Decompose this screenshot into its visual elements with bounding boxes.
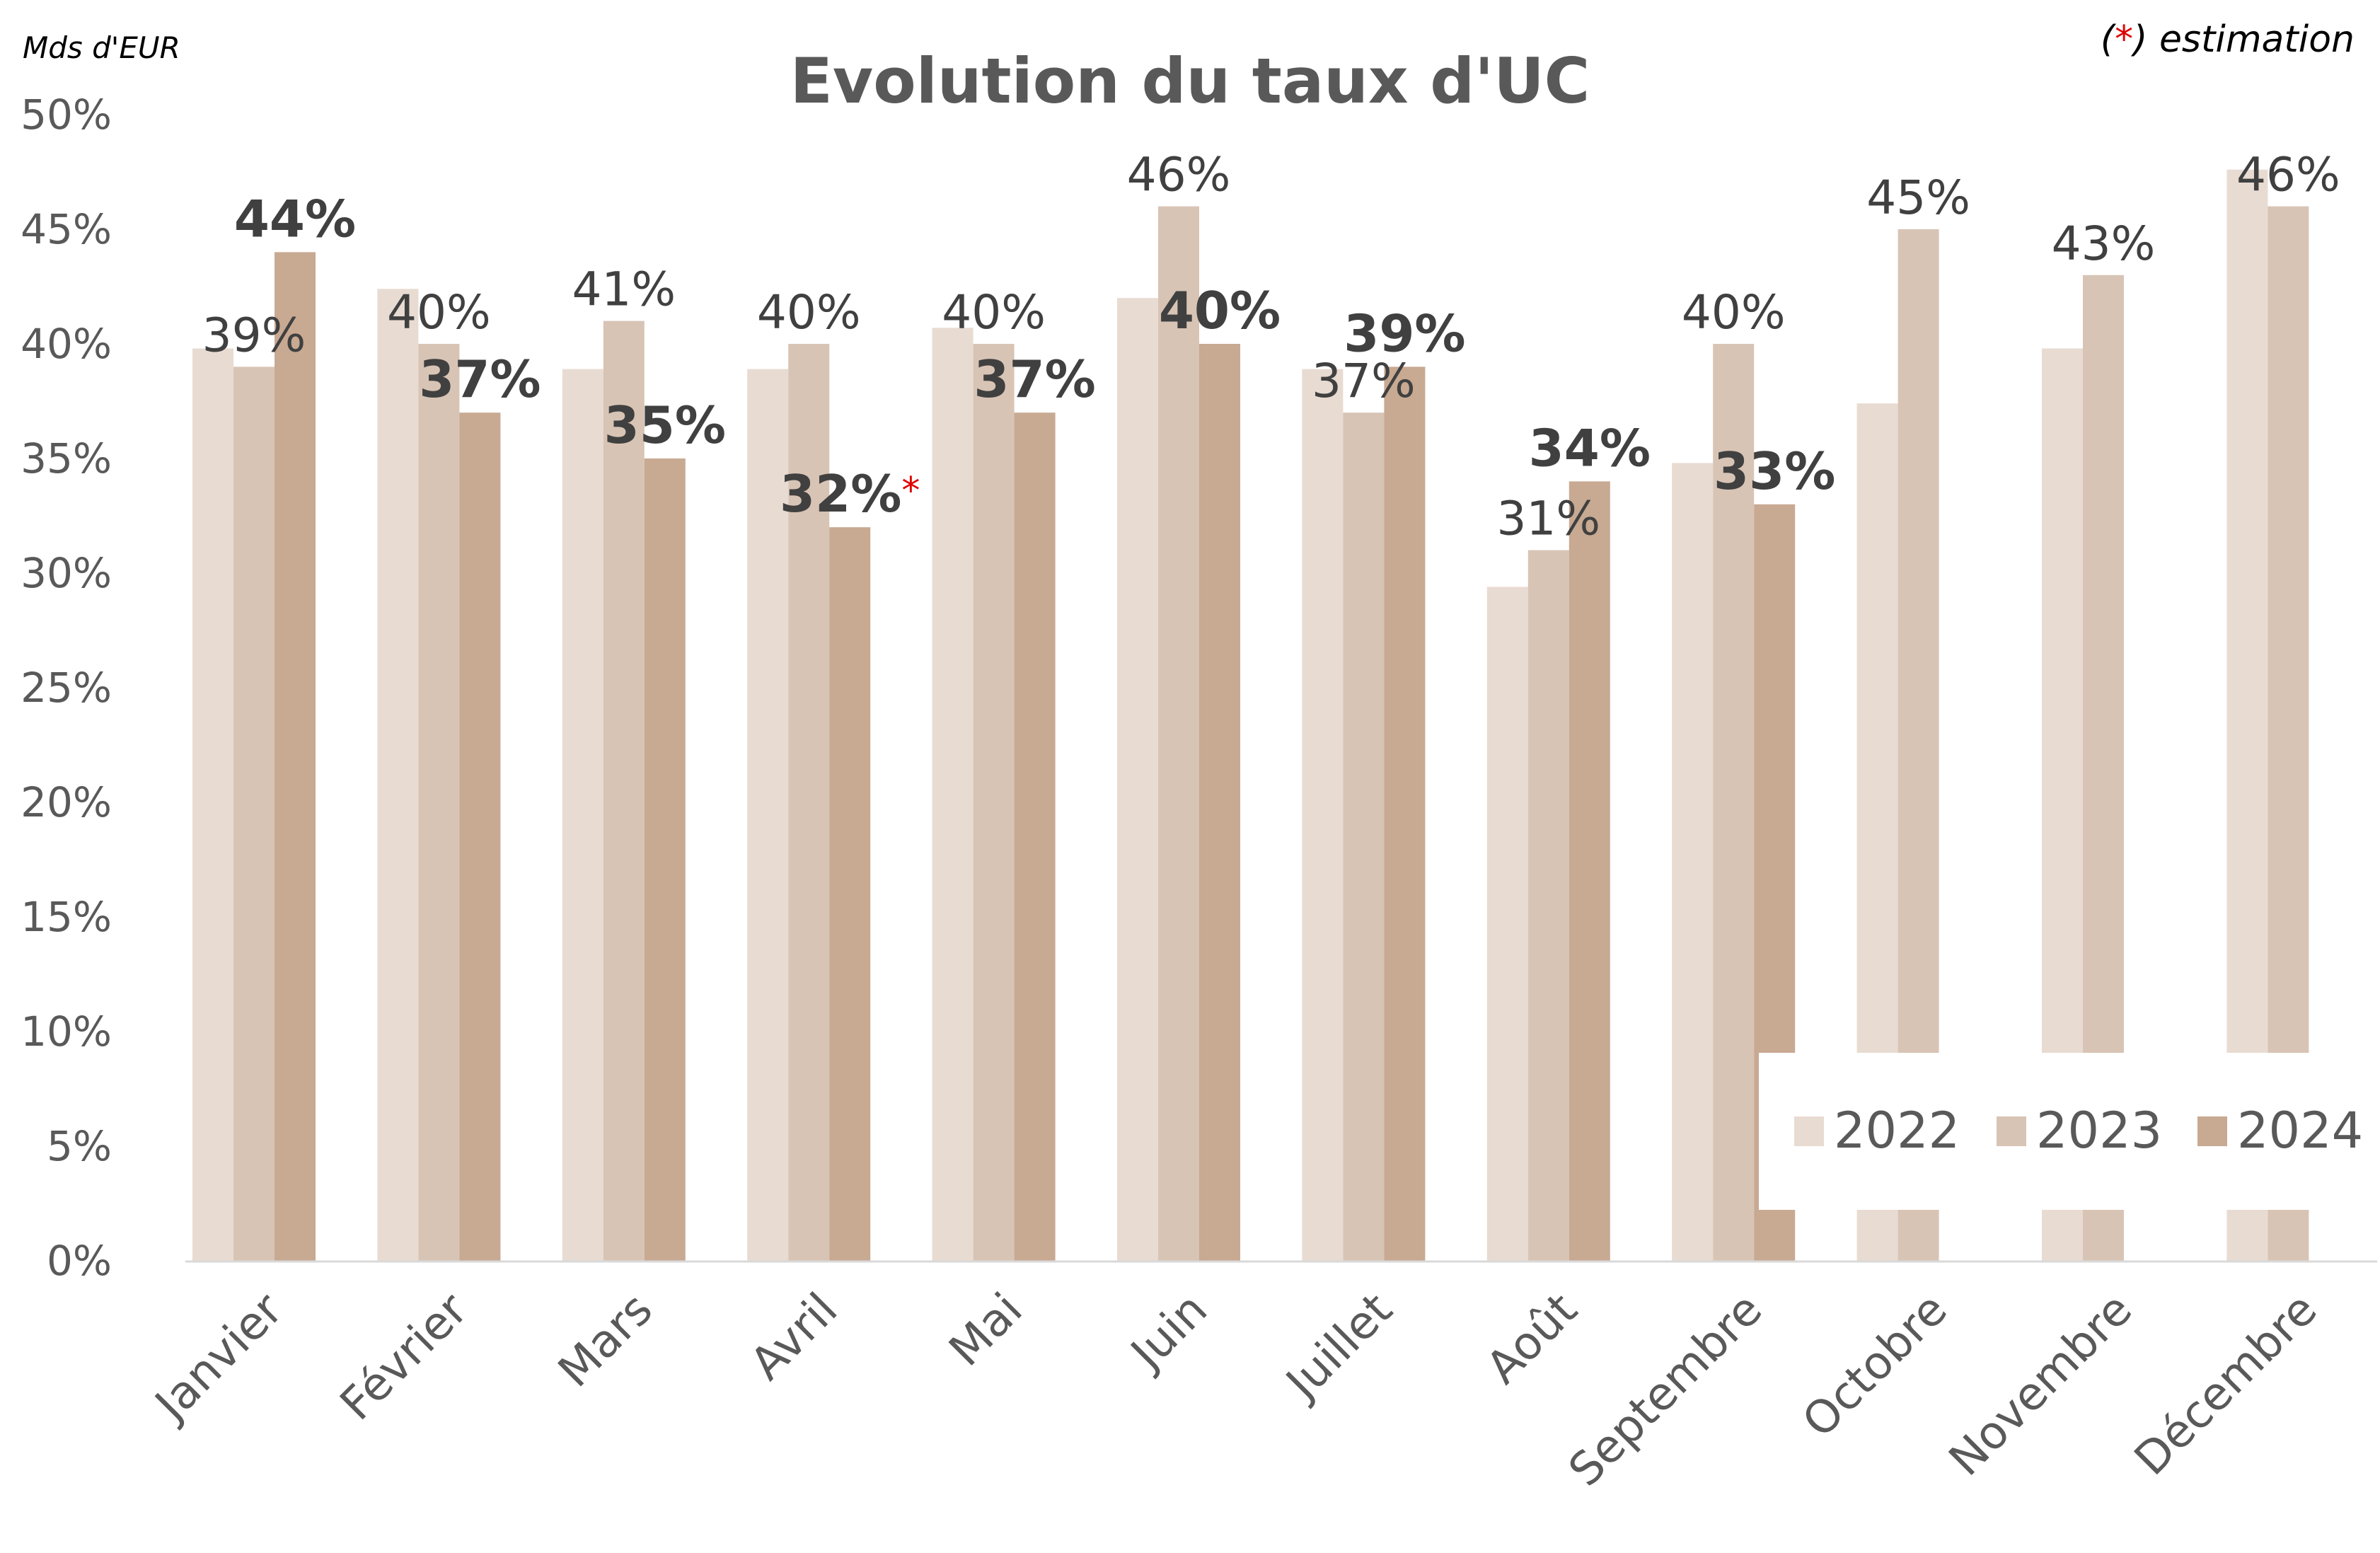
bar-2023-Juillet [1343,412,1385,1262]
estimation-note-open: ( [2101,18,2117,61]
bar-2022-Février [377,289,419,1261]
value-label-2024-Avril: 32%* [780,464,920,524]
value-label-2024-Février: 37% [419,350,541,409]
value-label-2023-Décembre: 46% [2236,148,2340,202]
bar-2024-Août [1569,481,1610,1261]
bar-2023-Août [1527,550,1569,1261]
bar-2023-Mars [603,321,645,1262]
value-label-2023-Mai: 40% [942,285,1046,340]
y-tick-label: 45% [21,205,112,253]
legend-swatch-2024 [2197,1116,2227,1146]
legend-label-2022: 2022 [1834,1102,1960,1160]
value-label-2024-Mai: 37% [974,350,1095,409]
value-label-2023-Juin: 46% [1127,148,1231,202]
bar-2023-Septembre [1713,344,1755,1261]
y-tick-label: 10% [21,1008,112,1056]
y-tick-label: 5% [47,1122,112,1170]
y-tick-label: 25% [21,664,112,712]
legend-items: 2022 2023 2024 [1794,1102,2363,1160]
legend: 2022 2023 2024 [1759,1053,2380,1210]
legend-swatch-2022 [1794,1116,1824,1146]
bar-2023-Mai [973,344,1015,1261]
bar-2022-Juin [1117,298,1158,1262]
chart-title: Evolution du taux d'UC [790,45,1590,117]
bar-2022-Janvier [192,348,233,1262]
bar-2024-Juin [1199,344,1240,1261]
bar-2022-Septembre [1672,463,1714,1261]
estimation-note-text: ) estimation [2130,18,2355,61]
bar-2022-Avril [747,369,789,1261]
value-label-2024-Mars: 35% [604,396,726,455]
y-tick-label: 50% [21,91,112,139]
legend-label-2023: 2023 [2036,1102,2162,1160]
y-tick-label: 30% [21,549,112,597]
value-label-2024-Août: 34% [1529,418,1651,478]
value-label-2023-Août: 31% [1496,492,1600,546]
bar-2022-Mars [562,369,603,1261]
y-tick-label: 40% [21,320,112,368]
y-axis-ticks: 0% 5% 10% 15% 20% 25% 30% 35% 40% 45% 50% [21,91,112,1285]
value-label-2023-Novembre: 43% [2052,217,2156,271]
value-label-2023-Février: 40% [387,285,491,340]
bar-2024-Mars [644,458,686,1261]
value-label-2023-Avril: 40% [757,285,861,340]
legend-box [1759,1053,2380,1210]
value-label-2023-Octobre: 45% [1866,171,1970,225]
bar-2022-Juillet [1302,369,1344,1261]
value-label-2023-Septembre: 40% [1682,285,1786,340]
value-label-2023-Juillet: 37% [1312,354,1416,408]
y-tick-label: 15% [21,893,112,941]
unit-label: Mds d'EUR [23,30,180,65]
value-label-2024-Septembre: 33% [1714,441,1835,501]
legend-swatch-2023 [1997,1116,2026,1146]
bar-2023-Février [418,344,460,1261]
value-labels: 39% 40% 41% 40% 40% 46% 37% 31% 40% 45% 43% 46% 44% 3… [202,148,2340,546]
value-label-2024-Juin: 40% [1159,281,1281,340]
bar-2023-Juin [1158,206,1199,1262]
bar-2024-Avril [829,527,871,1262]
estimation-note-star: * [2115,18,2133,61]
value-label-2023-Janvier: 39% [202,308,306,362]
bar-2023-Janvier [233,366,275,1261]
y-tick-label: 20% [21,778,112,826]
bar-2024-Mai [1014,412,1056,1262]
y-tick-label: 35% [21,434,112,483]
bar-2023-Avril [788,344,830,1261]
bar-2022-Mai [932,328,974,1261]
estimate-marker: * [901,470,920,512]
legend-label-2024: 2024 [2237,1102,2363,1160]
bar-2022-Août [1486,587,1528,1261]
bar-2024-Février [459,412,501,1262]
bar-2024-Janvier [275,252,316,1261]
bar-2024-Juillet [1384,366,1426,1261]
value-label-2024-Janvier: 44% [234,189,356,248]
value-label-2024-Juillet: 39% [1344,304,1465,363]
estimation-note: (*) estimation [2101,18,2355,61]
value-label-2023-Mars: 41% [572,262,676,317]
y-tick-label: 0% [47,1237,112,1285]
